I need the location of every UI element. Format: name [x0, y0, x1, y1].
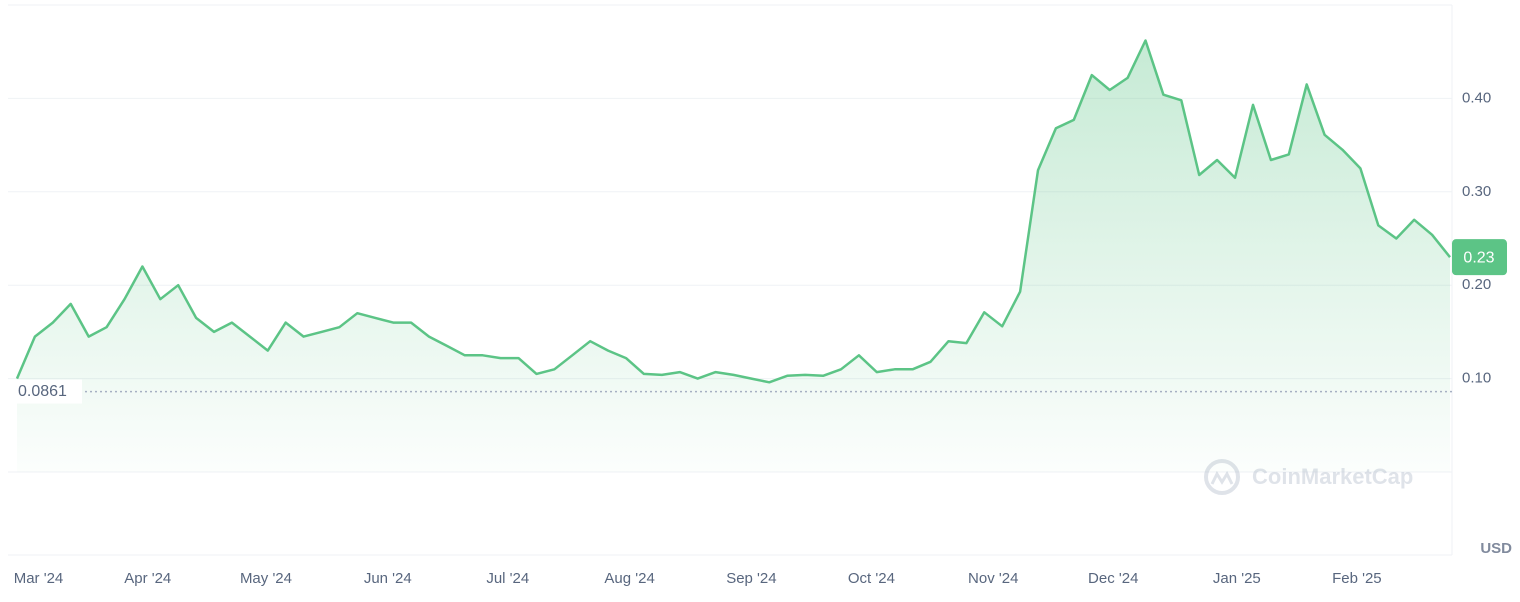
y-tick-label: 0.20	[1462, 276, 1491, 293]
x-tick-label: Feb '25	[1332, 570, 1382, 587]
current-price-label: 0.23	[1463, 249, 1494, 266]
x-tick-label: Dec '24	[1088, 570, 1138, 587]
currency-label: USD	[1480, 540, 1512, 557]
x-tick-label: May '24	[240, 570, 292, 587]
baseline-label-box	[10, 379, 82, 404]
x-tick-label: Sep '24	[726, 570, 776, 587]
y-tick-label: 0.10	[1462, 370, 1491, 387]
baseline-label: 0.0861	[18, 383, 67, 400]
x-tick-label: Oct '24	[848, 570, 895, 587]
y-tick-label: 0.40	[1462, 89, 1491, 106]
current-price-box	[1452, 239, 1507, 276]
x-tick-label: Apr '24	[124, 570, 171, 587]
area	[17, 40, 1450, 472]
price-line	[15, 39, 1451, 384]
x-tick-label: Jan '25	[1213, 570, 1261, 587]
y-tick-label: 0.30	[1462, 183, 1491, 200]
x-tick-label: Nov '24	[968, 570, 1018, 587]
x-tick-label: Jul '24	[486, 570, 529, 587]
x-tick-label: Jun '24	[364, 570, 412, 587]
x-tick-label: Aug '24	[604, 570, 654, 587]
x-tick-label: Mar '24	[14, 570, 64, 587]
